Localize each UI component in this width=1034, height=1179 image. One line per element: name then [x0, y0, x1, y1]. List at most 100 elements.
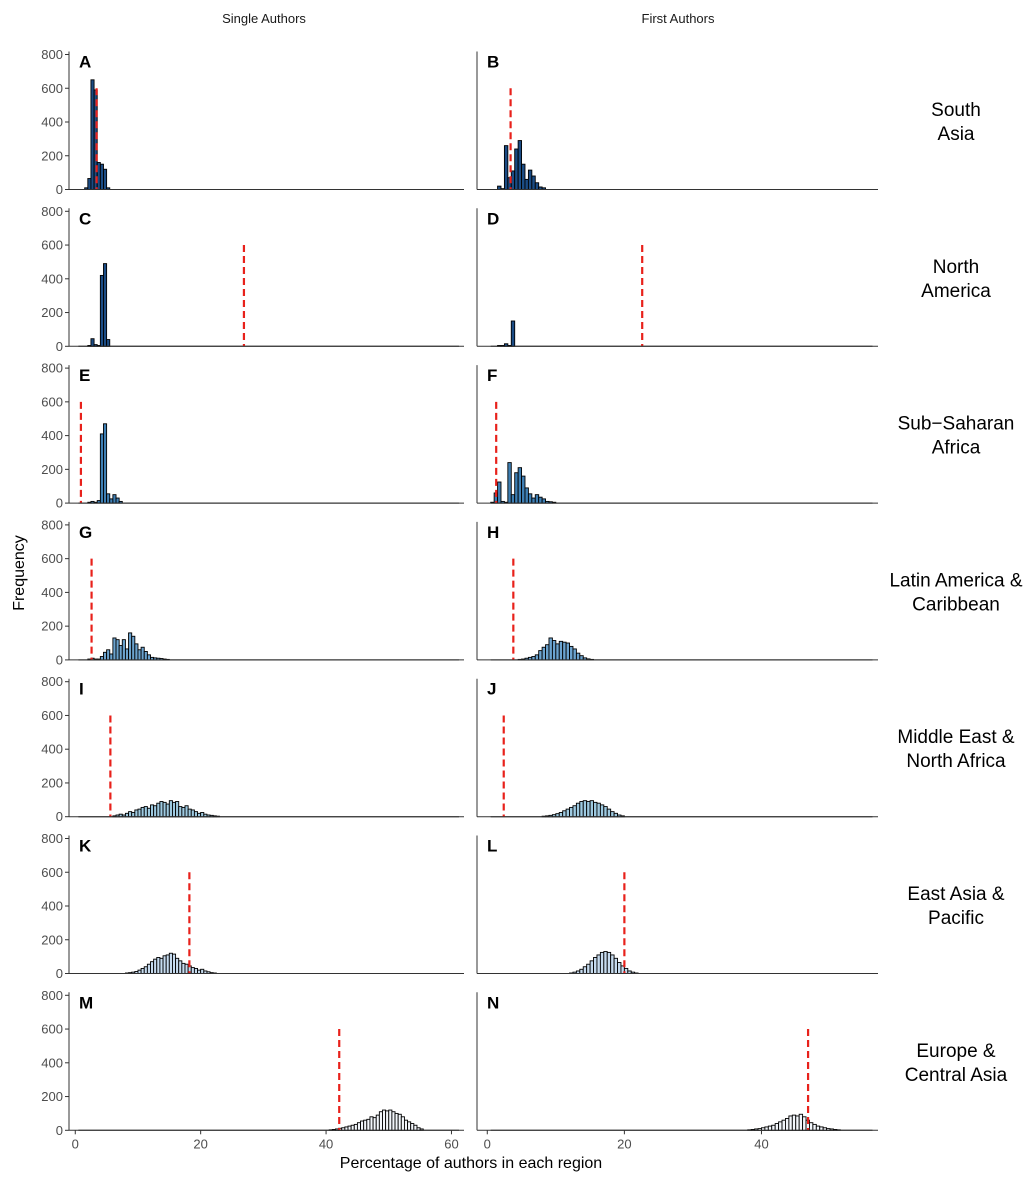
panel-e-bar [112, 494, 117, 504]
panel-i-bar [140, 806, 145, 818]
panel-a-y-tick-label: 400 [41, 115, 63, 130]
panel-i-bar [153, 805, 158, 818]
panel-h: H Latin America & Caribbean [476, 521, 1023, 661]
panel-l-bar [606, 951, 612, 974]
panel-n-bar [791, 1114, 797, 1131]
panel-m-y-tick-label: 600 [41, 1022, 63, 1037]
panel-m-x-tick-label: 20 [193, 1136, 207, 1151]
y-axis-title: Frequency [11, 535, 28, 611]
panel-n-region-label: Europe & Central Asia [905, 1041, 1008, 1086]
panel-g-bar [128, 632, 133, 661]
panel-k-bar [197, 969, 202, 974]
panel-n-bar [795, 1115, 800, 1131]
panel-i-bar [165, 803, 170, 818]
panel-j-bar [596, 802, 601, 818]
panel-k-y-tick-label: 400 [41, 899, 63, 914]
panel-n-bar [764, 1126, 769, 1131]
panel-l: L East Asia & Pacific [476, 835, 1005, 974]
panel-l-bar [586, 963, 591, 974]
panel-e-bar [103, 423, 108, 504]
panel-a-y-tick-label: 0 [56, 182, 63, 197]
panel-b-bar [531, 175, 536, 190]
panel-m-bar [391, 1111, 396, 1131]
panel-e-bar [115, 497, 120, 504]
panel-g-bar [106, 649, 111, 661]
panel-i-bar [124, 812, 130, 818]
panel-g: 0 200 400 600 800 G [41, 517, 464, 667]
panel-i-bar [146, 807, 151, 818]
panel-m-bar [400, 1116, 405, 1131]
panel-b-region-label: South Asia [931, 100, 981, 145]
panel-k-bar [150, 961, 155, 974]
panel-i-bar [190, 809, 195, 818]
panel-n-x-tick-label: 40 [754, 1136, 768, 1151]
panel-i-bar [134, 809, 139, 818]
panel-j-bar [572, 805, 577, 818]
panel-l-letter: L [487, 837, 497, 856]
panel-m-bar [413, 1124, 418, 1131]
panel-h-bar [579, 655, 584, 661]
panel-i-bar [172, 801, 177, 818]
panel-m-bar [388, 1109, 393, 1131]
panel-g-bar [112, 637, 117, 661]
panel-k-bar [168, 952, 173, 974]
panel-h-bar [531, 656, 536, 661]
panel-c-y-tick-label: 0 [56, 339, 63, 354]
panel-g-bar [146, 654, 151, 661]
panel-b-bar [527, 169, 533, 190]
panel-c-y-tick-label: 200 [41, 305, 63, 320]
panel-k-bar [193, 967, 198, 974]
panel-m-bar [372, 1117, 377, 1131]
panel-g-bar [103, 651, 108, 661]
panel-h-bar [538, 650, 543, 661]
column-title-first-authors: First Authors [642, 11, 715, 26]
panel-c-y-tick-label: 400 [41, 271, 63, 286]
panel-h-bar [555, 643, 560, 661]
panel-e-y-tick-label: 0 [56, 496, 63, 511]
panel-i: 0 200 400 600 800 I [41, 674, 464, 824]
panel-b-bar [521, 163, 526, 190]
panel-i-y-tick-label: 600 [41, 708, 63, 723]
panel-e-bar [106, 493, 111, 504]
panel-e-y-tick-label: 800 [41, 361, 63, 376]
panel-l-bar [589, 960, 594, 974]
panel-m-bar [356, 1122, 361, 1131]
panel-d-bar [510, 320, 516, 347]
panel-j-bar [586, 801, 591, 818]
panel-c-y-tick-label: 600 [41, 238, 63, 253]
panel-d-letter: D [487, 209, 499, 228]
panel-j-region-label: Middle East & North Africa [897, 727, 1015, 772]
panel-k-bar [181, 962, 186, 974]
panel-h-letter: H [487, 523, 499, 542]
panel-i-bar [143, 806, 148, 818]
panel-i-y-tick-label: 400 [41, 742, 63, 757]
panel-n-bar [781, 1119, 786, 1131]
panel-f: F Sub−Saharan Africa [476, 365, 1015, 504]
panel-j-bar [610, 811, 615, 818]
column-title-single-authors: Single Authors [222, 11, 306, 26]
panel-j-bar [575, 802, 581, 818]
panel-f-bar [531, 497, 536, 504]
panel-g-bar [115, 639, 120, 661]
panel-g-y-tick-label: 800 [41, 517, 63, 532]
panel-g-bar [99, 656, 104, 661]
panel-c-letter: C [79, 209, 91, 228]
panel-f-region-label: Sub−Saharan Africa [898, 414, 1015, 459]
panel-h-bar [548, 637, 553, 661]
panel-m-bar [403, 1119, 409, 1131]
panel-a-bar [99, 163, 104, 190]
panel-j-bar [589, 800, 594, 818]
panel-a-y-tick-label: 800 [41, 47, 63, 62]
panel-i-bar [175, 801, 180, 818]
panel-m-bar [410, 1123, 415, 1131]
panel-e-bar [109, 498, 114, 504]
panel-n-bar [802, 1116, 807, 1131]
panel-k-bar [146, 963, 151, 974]
panel-h-bar [558, 640, 564, 661]
panel-h-bar [565, 642, 570, 661]
panel-e-y-tick-label: 200 [41, 462, 63, 477]
panel-c-bar [99, 274, 104, 347]
panel-b-letter: B [487, 53, 499, 72]
